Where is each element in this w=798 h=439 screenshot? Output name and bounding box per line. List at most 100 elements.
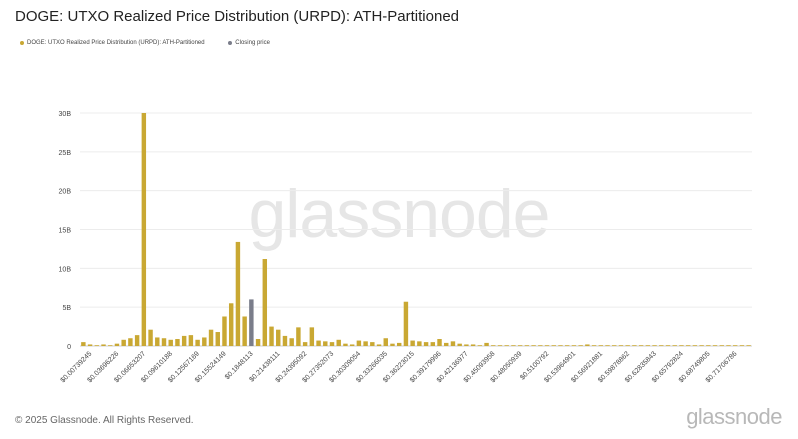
legend: DOGE: UTXO Realized Price Distribution (… xyxy=(20,40,292,47)
distribution-bar xyxy=(329,342,335,346)
distribution-bar xyxy=(477,345,483,346)
distribution-bar xyxy=(195,339,200,346)
distribution-bar xyxy=(148,329,153,346)
distribution-bar xyxy=(470,344,476,346)
distribution-bar xyxy=(538,345,543,346)
distribution-bar xyxy=(598,345,604,346)
distribution-bar xyxy=(726,345,731,346)
watermark-logo: glassnode xyxy=(248,176,550,252)
distribution-bar xyxy=(564,345,570,346)
distribution-bar xyxy=(591,345,597,346)
distribution-bar xyxy=(544,345,550,346)
distribution-bar xyxy=(289,338,294,346)
distribution-bar xyxy=(511,345,516,346)
distribution-bar xyxy=(81,342,86,346)
legend-swatch-closing-price xyxy=(228,41,233,45)
distribution-bar xyxy=(571,345,577,346)
distribution-bar xyxy=(632,345,637,346)
distribution-bar xyxy=(444,342,449,346)
distribution-bar xyxy=(524,345,530,346)
y-tick-label: 25B xyxy=(59,150,72,157)
distribution-bar xyxy=(551,345,556,346)
distribution-bar xyxy=(94,345,100,346)
distribution-bar xyxy=(659,345,664,346)
distribution-bar xyxy=(276,329,281,346)
distribution-bar xyxy=(484,342,489,346)
legend-label-closing-price: Closing price xyxy=(235,40,270,46)
distribution-bar xyxy=(168,339,173,346)
copyright-text: © 2025 Glassnode. All Rights Reserved. xyxy=(15,415,194,426)
distribution-bar xyxy=(652,345,657,346)
distribution-bar xyxy=(383,338,388,346)
distribution-bar xyxy=(396,342,402,346)
distribution-bar xyxy=(558,345,563,346)
distribution-bar xyxy=(309,327,315,346)
distribution-bar xyxy=(410,340,415,346)
distribution-bar xyxy=(376,344,382,346)
distribution-bar xyxy=(262,259,268,346)
distribution-bar xyxy=(134,335,140,346)
distribution-bar xyxy=(430,342,436,346)
distribution-bar xyxy=(497,345,503,346)
y-tick-label: 30B xyxy=(59,111,72,118)
distribution-bar xyxy=(732,345,738,346)
y-tick-label: 5B xyxy=(62,305,71,312)
distribution-bar xyxy=(578,345,583,346)
distribution-bar xyxy=(618,345,624,346)
distribution-bar xyxy=(517,345,523,346)
distribution-bar xyxy=(464,344,469,346)
distribution-bar xyxy=(719,345,724,346)
distribution-bar xyxy=(679,345,684,346)
y-tick-label: 20B xyxy=(59,189,72,196)
distribution-bar xyxy=(672,345,677,346)
distribution-bar xyxy=(202,337,207,346)
distribution-bar xyxy=(625,345,630,346)
distribution-bar xyxy=(437,339,442,346)
distribution-bar xyxy=(692,345,698,346)
y-tick-label: 10B xyxy=(59,266,72,273)
distribution-bar xyxy=(108,345,113,346)
distribution-bar xyxy=(208,329,214,346)
closing-price-bar xyxy=(249,299,254,346)
distribution-bar xyxy=(121,339,126,346)
distribution-bar xyxy=(161,338,167,346)
chart-title: DOGE: UTXO Realized Price Distribution (… xyxy=(15,8,460,25)
distribution-bar xyxy=(323,341,328,346)
distribution-bar xyxy=(175,339,180,346)
distribution-bar xyxy=(316,340,321,346)
y-tick-label: 15B xyxy=(59,228,72,235)
y-tick-label: 0 xyxy=(67,344,71,351)
distribution-bar xyxy=(504,345,509,346)
distribution-bar xyxy=(114,343,120,346)
distribution-bar xyxy=(282,335,288,346)
distribution-bar xyxy=(450,341,456,346)
distribution-bar xyxy=(343,343,348,346)
distribution-bar xyxy=(491,345,496,346)
distribution-bar xyxy=(370,342,375,346)
distribution-bar xyxy=(363,341,368,346)
distribution-bar xyxy=(349,344,355,346)
distribution-bar xyxy=(222,316,227,346)
legend-item-urpd[interactable]: DOGE: UTXO Realized Price Distribution (… xyxy=(20,40,205,46)
distribution-bar xyxy=(712,345,718,346)
legend-item-closing-price[interactable]: Closing price xyxy=(228,40,270,46)
legend-label-urpd: DOGE: UTXO Realized Price Distribution (… xyxy=(27,40,205,46)
distribution-bar xyxy=(242,316,247,346)
distribution-bar xyxy=(612,345,617,346)
distribution-bar xyxy=(423,342,429,346)
distribution-bar xyxy=(531,345,536,346)
distribution-bar xyxy=(181,335,187,346)
distribution-bar xyxy=(605,345,610,346)
distribution-bar xyxy=(457,343,462,346)
distribution-bar xyxy=(746,345,751,346)
distribution-bar xyxy=(638,345,644,346)
distribution-bar xyxy=(417,341,422,346)
glassnode-logo: glassnode xyxy=(686,404,782,429)
distribution-bar xyxy=(128,338,133,346)
distribution-bar xyxy=(296,327,301,346)
distribution-bar xyxy=(188,335,194,346)
legend-swatch-urpd xyxy=(20,41,24,45)
distribution-bar xyxy=(685,345,691,346)
distribution-bar xyxy=(390,343,395,346)
